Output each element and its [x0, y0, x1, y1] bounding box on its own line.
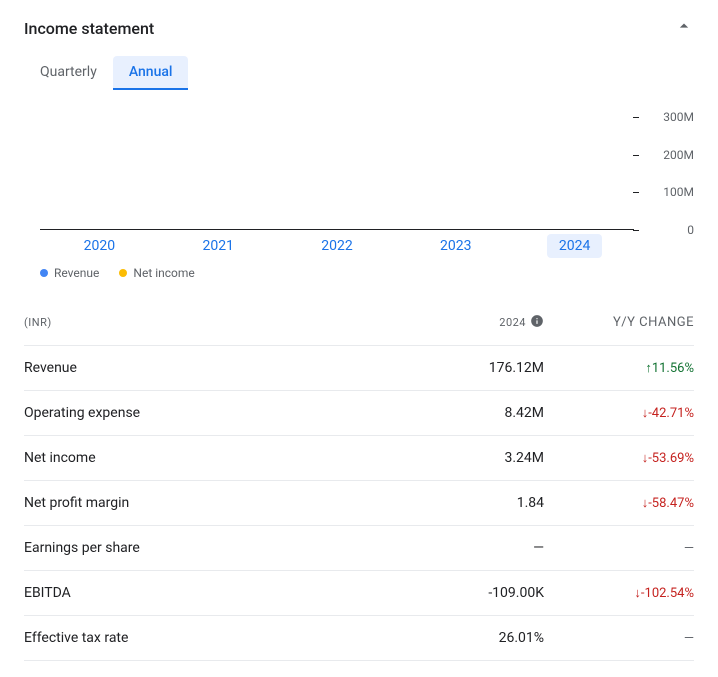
metric-change: ↓-102.54% [544, 585, 694, 601]
metric-value: 8.42M [394, 405, 544, 421]
legend-dot [119, 269, 127, 277]
metric-value: 1.84 [394, 495, 544, 511]
arrow-down-icon: ↓ [642, 405, 649, 420]
tab-quarterly[interactable]: Quarterly [24, 56, 113, 90]
metric-value: 26.01% [394, 630, 544, 646]
arrow-down-icon: ↓ [634, 585, 641, 600]
metric-name: Revenue [24, 360, 394, 376]
year-column-label: 2024 [499, 316, 526, 329]
income-chart: 0 100M 200M 300M 2020 2021 2022 2023 2024 [24, 98, 694, 258]
legend-label: Revenue [54, 266, 99, 280]
info-icon[interactable] [530, 314, 544, 331]
metric-value: 176.12M [394, 360, 544, 376]
arrow-up-icon: ↑ [645, 360, 652, 375]
chart-legend: Revenue Net income [40, 266, 694, 280]
table-row: Net income3.24M↓-53.69% [24, 436, 694, 481]
metric-value: — [394, 540, 544, 556]
x-axis-label[interactable]: 2024 [547, 234, 602, 258]
y-axis-tick [633, 230, 639, 231]
legend-label: Net income [133, 266, 194, 280]
y-axis-tick [633, 192, 639, 193]
table-row: Earnings per share—— [24, 526, 694, 571]
table-row: Operating expense8.42M↓-42.71% [24, 391, 694, 436]
metric-name: Net income [24, 450, 394, 466]
currency-label: (INR) [24, 316, 394, 329]
metric-value: 3.24M [394, 450, 544, 466]
metric-name: EBITDA [24, 585, 394, 601]
y-axis-tick [633, 155, 639, 156]
legend-dot [40, 269, 48, 277]
legend-item: Revenue [40, 266, 99, 280]
arrow-down-icon: ↓ [642, 495, 649, 510]
x-axis-label[interactable]: 2023 [428, 234, 483, 258]
y-axis-label: 100M [663, 185, 694, 199]
x-axis-label[interactable]: 2021 [190, 234, 245, 258]
metric-name: Earnings per share [24, 540, 394, 556]
metric-change: ↑11.56% [544, 360, 694, 376]
y-axis-label: 0 [687, 223, 694, 237]
metric-name: Effective tax rate [24, 630, 394, 646]
metric-name: Net profit margin [24, 495, 394, 511]
legend-item: Net income [119, 266, 194, 280]
x-axis-label[interactable]: 2022 [309, 234, 364, 258]
period-tabs: Quarterly Annual [24, 56, 694, 90]
arrow-down-icon: ↓ [642, 450, 649, 465]
table-row: EBITDA-109.00K↓-102.54% [24, 571, 694, 616]
x-axis-label[interactable]: 2020 [72, 234, 127, 258]
change-column-label: Y/Y CHANGE [544, 315, 694, 330]
metric-name: Operating expense [24, 405, 394, 421]
metric-change: ↓-42.71% [544, 405, 694, 421]
y-axis-tick [633, 117, 639, 118]
metric-change: ↓-53.69% [544, 450, 694, 466]
y-axis-label: 300M [663, 110, 694, 124]
table-row: Effective tax rate26.01%— [24, 616, 694, 661]
metric-change: — [544, 631, 694, 646]
table-row: Net profit margin1.84↓-58.47% [24, 481, 694, 526]
metric-change: ↓-58.47% [544, 495, 694, 511]
table-row: Revenue176.12M↑11.56% [24, 346, 694, 391]
chevron-up-icon[interactable] [674, 16, 694, 40]
y-axis-label: 200M [663, 148, 694, 162]
table-header: (INR) 2024 Y/Y CHANGE [24, 300, 694, 346]
tab-annual[interactable]: Annual [113, 56, 189, 90]
metric-value: -109.00K [394, 585, 544, 601]
section-title: Income statement [24, 19, 154, 38]
